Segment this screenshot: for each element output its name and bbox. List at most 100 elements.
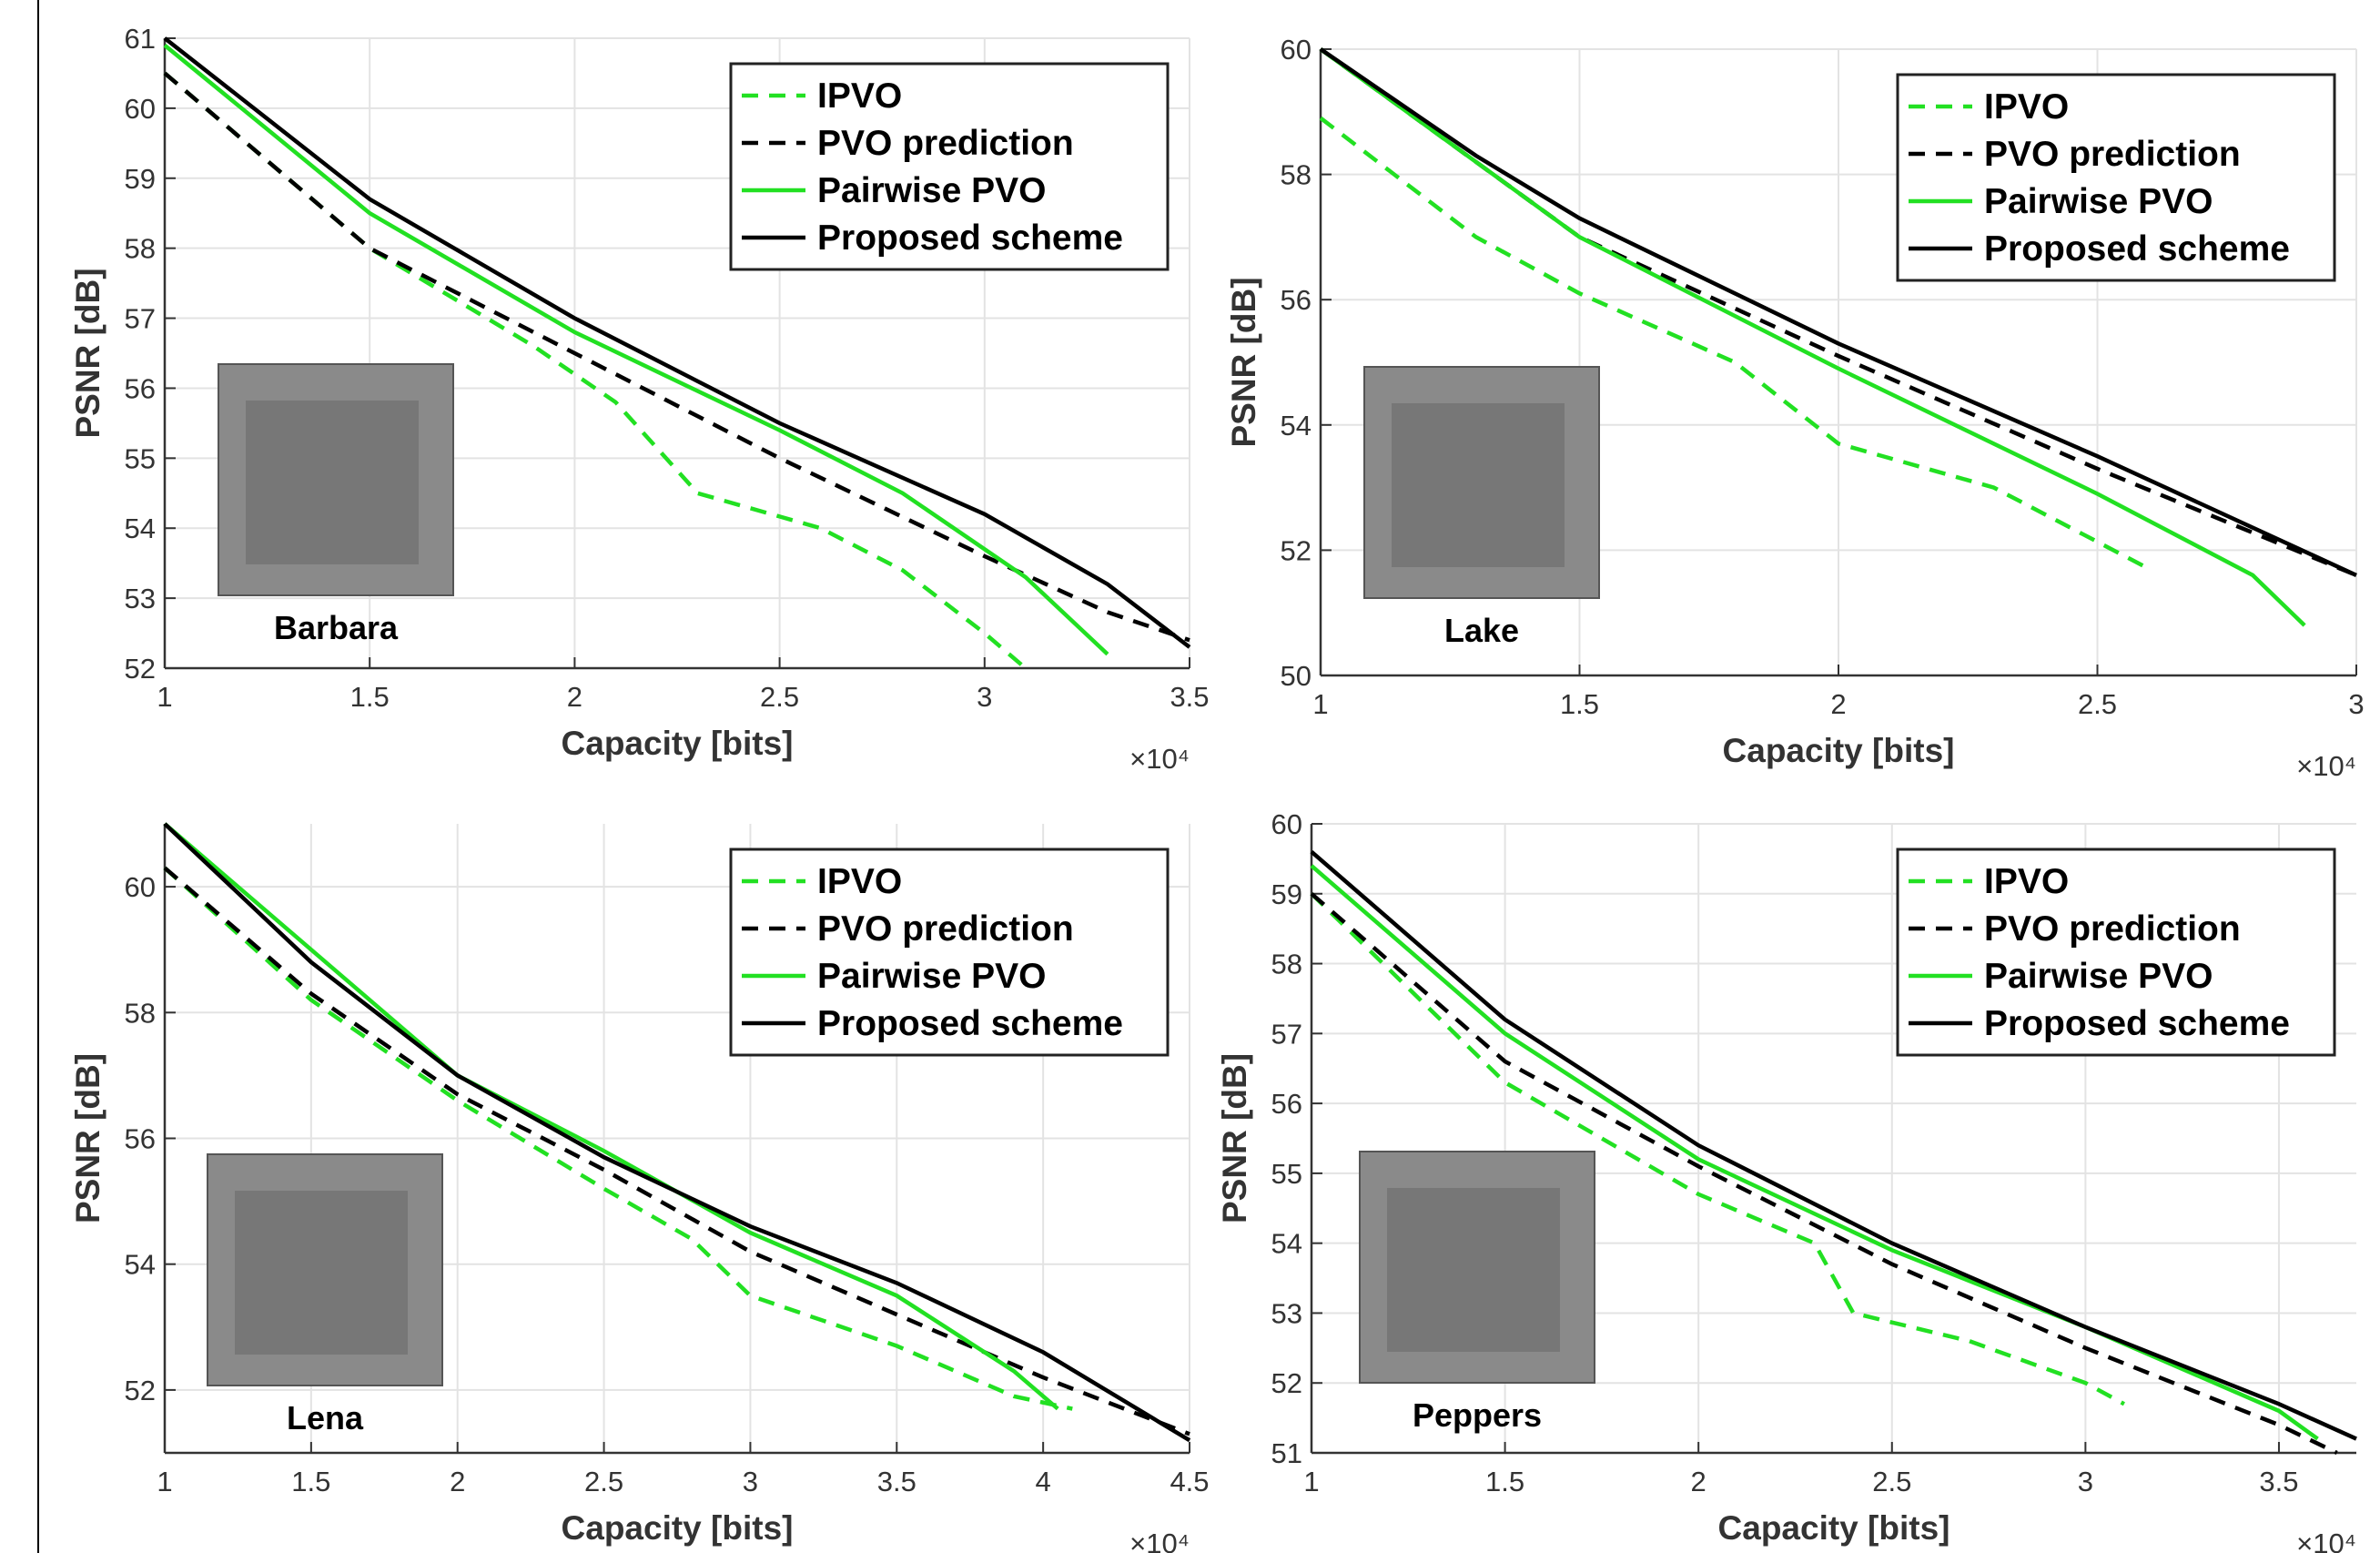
series-line <box>1319 47 2357 577</box>
y-tick-label: 53 <box>125 583 156 614</box>
x-tick-label: 4.5 <box>1170 1466 1209 1497</box>
y-tick-label: 61 <box>125 23 156 55</box>
y-tick-label: 52 <box>125 653 156 685</box>
y-tick-label: 59 <box>125 163 156 195</box>
image-label: Lena <box>287 1399 364 1436</box>
x-tick-label: 4 <box>1036 1466 1051 1497</box>
y-tick-label: 56 <box>125 372 156 404</box>
y-tick-label: 58 <box>125 997 156 1029</box>
y-tick-label: 53 <box>1271 1297 1302 1329</box>
y-tick-label: 55 <box>1271 1158 1302 1190</box>
x-multiplier: ×10⁴ <box>1129 1528 1190 1553</box>
legend-label: IPVO <box>1984 87 2069 127</box>
y-tick-label: 60 <box>125 871 156 903</box>
y-tick-label: 55 <box>125 442 156 474</box>
x-tick-label: 2 <box>1830 688 1846 720</box>
y-tick-label: 50 <box>1281 660 1312 692</box>
y-axis-label: PSNR [dB] <box>1225 277 1262 447</box>
series-line <box>163 866 1190 1436</box>
series-line <box>1319 47 2357 577</box>
x-axis-label: Capacity [bits] <box>1718 1509 1950 1547</box>
x-tick-label: 1.5 <box>350 681 390 713</box>
legend-box <box>729 848 1170 1057</box>
chart-panel: 50 52 54 56 58 60 1 1.5 2 2.5 3 Capacity [bits] ×10⁴… <box>1225 34 2365 782</box>
x-tick-label: 1 <box>1312 688 1328 720</box>
x-tick-label: 2.5 <box>1872 1466 1911 1497</box>
series-line <box>163 43 1109 656</box>
y-tick-label: 52 <box>1271 1367 1302 1399</box>
series-line <box>163 71 1190 643</box>
y-tick-label: 54 <box>125 513 156 544</box>
y-tick-label: 56 <box>1271 1088 1302 1120</box>
legend-box <box>1896 73 2336 282</box>
series-line <box>163 36 1191 649</box>
series-line <box>1310 892 2125 1406</box>
series-line <box>163 822 1191 1443</box>
legend-label: PVO prediction <box>817 909 1074 949</box>
y-tick-label: 60 <box>1271 808 1302 840</box>
inset-shade <box>1387 1188 1560 1352</box>
y-tick-label: 51 <box>1271 1437 1302 1469</box>
y-tick-label: 58 <box>1271 949 1302 980</box>
x-tick-label: 2 <box>1691 1466 1707 1497</box>
x-axis-label: Capacity [bits] <box>1723 732 1955 769</box>
y-tick-label: 58 <box>125 233 156 265</box>
x-tick-label: 3 <box>743 1466 758 1497</box>
y-axis-label: PSNR [dB] <box>1216 1053 1253 1223</box>
legend-label: Pairwise PVO <box>817 171 1046 210</box>
y-axis-label: PSNR [dB] <box>69 1053 106 1223</box>
legend-label: Proposed scheme <box>817 1004 1123 1043</box>
legend-label: Pairwise PVO <box>1984 957 2213 996</box>
legend-label: Proposed scheme <box>817 218 1123 258</box>
image-label: Peppers <box>1413 1396 1542 1434</box>
series-line <box>1319 47 2306 627</box>
x-tick-label: 2.5 <box>760 681 799 713</box>
x-tick-label: 2 <box>567 681 582 713</box>
y-tick-label: 58 <box>1281 159 1312 191</box>
legend-label: Proposed scheme <box>1984 1004 2290 1043</box>
image-label: Barbara <box>274 609 399 646</box>
legend-label: PVO prediction <box>1984 135 2241 174</box>
legend-label: IPVO <box>817 76 902 116</box>
y-tick-label: 54 <box>125 1249 156 1281</box>
y-tick-label: 54 <box>1281 410 1312 442</box>
x-tick-label: 1.5 <box>1485 1466 1524 1497</box>
y-axis-label: PSNR [dB] <box>69 268 106 438</box>
x-tick-label: 1 <box>157 681 172 713</box>
y-tick-label: 54 <box>1271 1228 1302 1260</box>
series-line <box>163 71 1028 670</box>
inset-shade <box>246 401 419 564</box>
x-tick-label: 3.5 <box>1170 681 1209 713</box>
y-tick-label: 52 <box>125 1375 156 1406</box>
legend-label: Proposed scheme <box>1984 229 2290 269</box>
x-tick-label: 1 <box>157 1466 172 1497</box>
chart-panel: 52 54 56 58 60 1 1.5 2 2.5 3 3.5 4 4.5 Capacity [bits… <box>69 822 1210 1553</box>
x-tick-label: 1.5 <box>1560 688 1599 720</box>
x-multiplier: ×10⁴ <box>2296 1528 2356 1553</box>
y-tick-label: 57 <box>125 303 156 335</box>
x-tick-label: 3 <box>2348 688 2364 720</box>
inset-shade <box>1392 403 1565 567</box>
series-line <box>163 866 1073 1411</box>
series-line <box>1310 892 2338 1456</box>
chart-panel: 51 52 53 54 55 56 57 58 59 60 1 1.5 2 2.5 3 3.5 Capacity… <box>1216 808 2357 1553</box>
image-label: Lake <box>1444 612 1519 649</box>
x-multiplier: ×10⁴ <box>1129 743 1190 775</box>
legend-label: IPVO <box>817 862 902 901</box>
x-tick-label: 1 <box>1303 1466 1319 1497</box>
y-tick-label: 56 <box>1281 284 1312 316</box>
series-line <box>1319 116 2151 571</box>
x-multiplier: ×10⁴ <box>2296 750 2356 782</box>
chart-panel: 52 53 54 55 56 57 58 59 60 61 1 1.5 2 2.5 3 3.5 Capacity… <box>69 23 1210 775</box>
y-tick-label: 60 <box>125 93 156 125</box>
y-tick-label: 59 <box>1271 878 1302 910</box>
x-tick-label: 2.5 <box>2078 688 2117 720</box>
legend-label: PVO prediction <box>1984 909 2241 949</box>
x-axis-label: Capacity [bits] <box>562 1509 794 1547</box>
x-axis-label: Capacity [bits] <box>562 725 794 762</box>
legend-label: PVO prediction <box>817 124 1074 163</box>
y-tick-label: 56 <box>125 1123 156 1155</box>
series-line <box>1310 864 2319 1441</box>
y-tick-label: 52 <box>1281 534 1312 566</box>
y-tick-label: 60 <box>1281 34 1312 66</box>
